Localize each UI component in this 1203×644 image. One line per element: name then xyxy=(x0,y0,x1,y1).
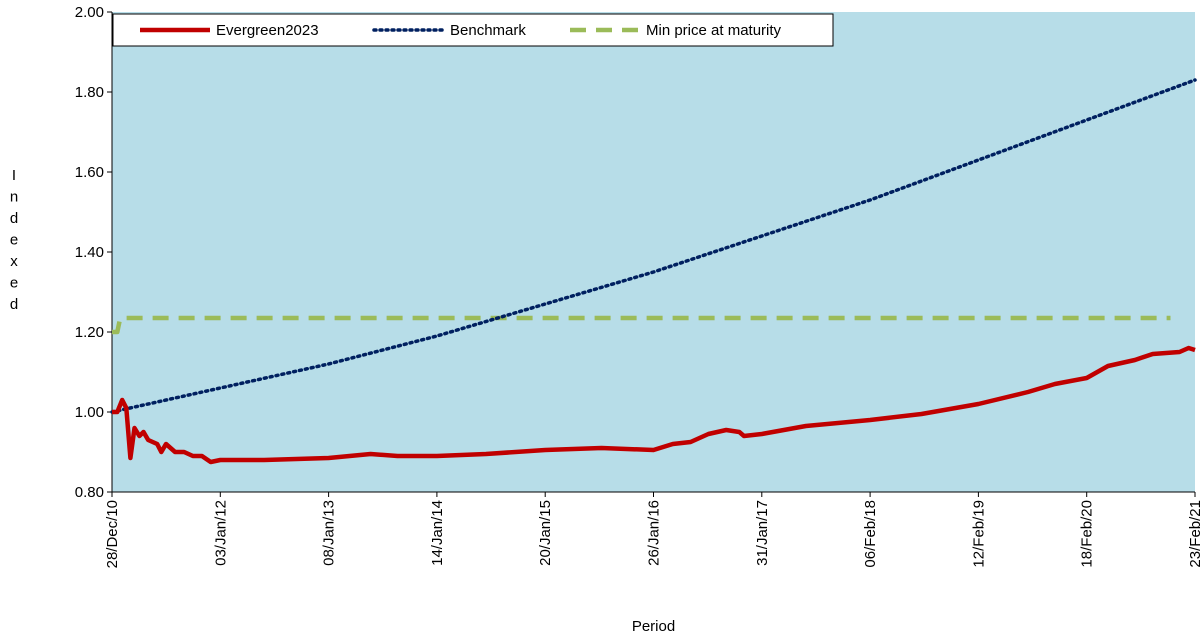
x-tick-label: 14/Jan/14 xyxy=(429,500,446,566)
plot-area xyxy=(112,12,1195,492)
legend-label: Min price at maturity xyxy=(646,22,782,39)
x-tick-label: 03/Jan/12 xyxy=(212,500,229,566)
y-tick-label: 1.40 xyxy=(75,244,104,261)
x-tick-label: 31/Jan/17 xyxy=(754,500,771,566)
y-tick-label: 1.00 xyxy=(75,404,104,421)
x-axis-label: Period xyxy=(632,618,675,635)
x-tick-label: 12/Feb/19 xyxy=(970,500,987,568)
legend-label: Evergreen2023 xyxy=(216,22,319,39)
series-line xyxy=(112,345,1196,465)
series-line xyxy=(112,315,1171,335)
x-tick-label: 18/Feb/20 xyxy=(1079,500,1096,568)
y-tick-label: 1.60 xyxy=(75,164,104,181)
legend xyxy=(112,13,834,47)
x-tick-label: 23/Feb/21 xyxy=(1187,500,1203,568)
x-tick-label: 26/Jan/16 xyxy=(646,500,663,566)
x-tick-label: 28/Dec/10 xyxy=(104,500,121,568)
x-tick-label: 20/Jan/15 xyxy=(537,500,554,566)
series-line xyxy=(110,78,1197,414)
y-tick-label: 0.80 xyxy=(75,484,104,501)
y-tick-label: 1.20 xyxy=(75,324,104,341)
legend-label: Benchmark xyxy=(450,22,526,39)
x-tick-label: 06/Feb/18 xyxy=(862,500,879,568)
x-tick-label: 08/Jan/13 xyxy=(321,500,338,566)
y-tick-label: 2.00 xyxy=(75,4,104,21)
y-tick-label: 1.80 xyxy=(75,84,104,101)
